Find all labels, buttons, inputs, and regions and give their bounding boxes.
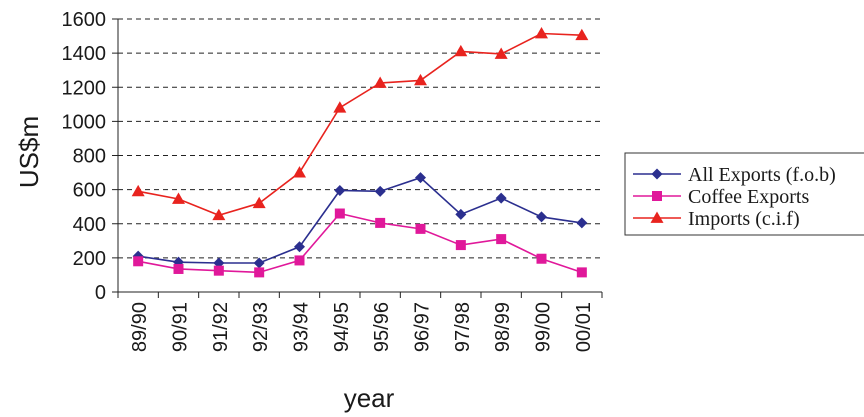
data-point [454,44,468,57]
data-point [373,76,387,88]
legend-label: Coffee Exports [688,186,809,208]
series-0 [132,172,588,269]
x-tick-label: 89/90 [129,302,151,352]
data-point [495,192,507,204]
y-tick-labels: 0 200 400 600 800 1000 1200 1400 1600 [62,9,107,304]
data-point [536,253,547,264]
x-tick-label: 00/01 [573,302,595,352]
y-tick-label: 1600 [62,9,107,31]
data-point [213,265,224,276]
y-tick-label: 0 [95,282,106,304]
data-point [131,184,145,197]
data-point [252,196,266,209]
data-point [455,208,467,220]
y-tick-label: 1000 [62,111,107,133]
data-point [334,184,346,196]
y-tick-label: 600 [73,180,106,202]
data-point [535,27,548,39]
data-point [133,256,144,267]
data-point [333,101,347,113]
legend-marker [652,191,662,201]
x-tick-label: 92/93 [250,302,272,352]
data-point [496,234,507,245]
legend-box [624,152,864,236]
data-point [415,172,426,184]
x-axis-label: year [344,383,395,413]
x-tick-label: 93/94 [291,302,313,352]
x-tick-labels: 89/90 90/91 91/92 92/93 93/94 94/95 95/96 96/97… [129,302,595,352]
x-tick-label: 98/99 [492,302,514,352]
x-tick-label: 97/98 [452,302,474,352]
x-tick-label: 95/96 [371,302,393,352]
x-tick-label: 91/92 [210,302,232,352]
series-line [138,176,582,264]
data-point [253,257,265,269]
y-tick-label: 400 [73,214,106,236]
data-point [294,241,305,253]
data-point [576,217,588,229]
axes [112,18,603,298]
x-tick-label: 94/95 [331,302,353,352]
data-point [455,240,466,251]
data-point [375,217,386,228]
data-point [494,47,508,59]
legend-label: All Exports (f.o.b) [688,164,836,186]
y-axis-label: US$m [14,116,44,188]
legend-marker [650,211,664,223]
data-point [575,28,589,41]
legend: All Exports (f.o.b)Coffee ExportsImports… [624,152,864,236]
data-point [293,166,306,178]
series-line [138,212,583,274]
data-point [212,208,226,221]
data-point [415,223,426,234]
data-point [374,185,386,197]
y-tick-label: 800 [73,146,106,168]
data-point [414,73,427,86]
x-tick-label: 99/00 [533,302,555,352]
data-point [576,267,587,278]
x-tick-label: 96/97 [412,302,434,352]
data-point [172,192,185,204]
data-point [173,263,184,274]
data-point [334,208,345,219]
y-tick-label: 1400 [62,43,107,65]
data-point [254,267,265,278]
data-point [536,211,547,223]
legend-label: Imports (c.i.f) [688,208,800,230]
data-point [294,255,305,266]
legend-marker [651,168,663,180]
y-tick-label: 200 [73,248,106,270]
series-2 [131,27,589,221]
series-layer [131,27,589,278]
x-tick-label: 90/91 [170,302,192,352]
series-line [138,32,582,217]
y-tick-label: 1200 [62,77,107,99]
series-1 [133,208,587,278]
gridlines [118,18,602,259]
